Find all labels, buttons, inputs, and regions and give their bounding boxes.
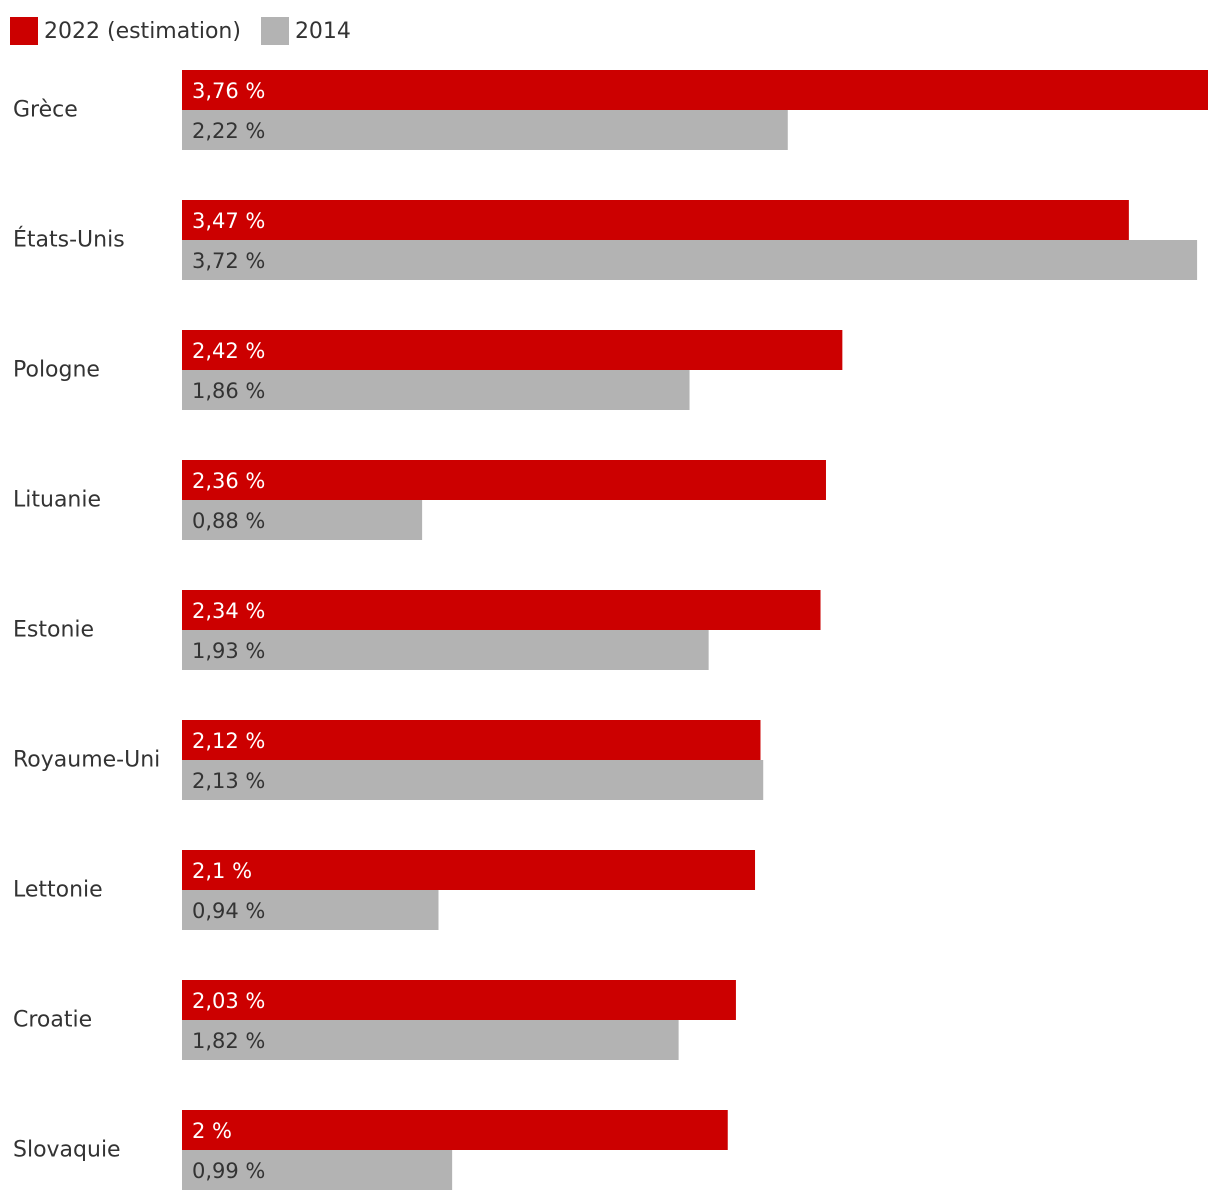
bar-value-label-2022-4: 2,34 % [192, 599, 265, 623]
category-label-3: Lituanie [13, 488, 101, 513]
bar-value-label-2022-0: 3,76 % [192, 79, 265, 103]
category-label-6: Lettonie [13, 878, 103, 903]
bar-value-label-2014-6: 0,94 % [192, 899, 265, 923]
bar-group-7: Croatie 2,03 % 1,82 % [13, 980, 736, 1060]
bar-2014-7 [182, 1020, 679, 1060]
bar-value-label-2022-1: 3,47 % [192, 209, 265, 233]
bar-value-label-2022-7: 2,03 % [192, 989, 265, 1013]
category-label-4: Estonie [13, 618, 94, 643]
bar-value-label-2022-5: 2,12 % [192, 729, 265, 753]
bar-group-4: Estonie 2,34 % 1,93 % [13, 590, 821, 670]
bar-value-label-2014-2: 1,86 % [192, 379, 265, 403]
bar-2022-3 [182, 460, 826, 500]
bar-group-1: États-Unis 3,47 % 3,72 % [13, 200, 1198, 280]
legend-item-2022: 2022 (estimation) [10, 17, 241, 45]
bar-2022-7 [182, 980, 736, 1020]
category-label-8: Slovaquie [13, 1138, 121, 1163]
legend-label-2022: 2022 (estimation) [44, 18, 241, 44]
category-label-5: Royaume-Uni [13, 748, 160, 773]
legend-swatch-2022 [10, 17, 38, 45]
bar-2022-4 [182, 590, 821, 630]
bar-group-5: Royaume-Uni 2,12 % 2,13 % [13, 720, 764, 800]
category-label-0: Grèce [13, 98, 78, 123]
bar-value-label-2014-7: 1,82 % [192, 1029, 265, 1053]
bar-group-8: Slovaquie 2 % 0,99 % [13, 1110, 728, 1190]
bar-value-label-2014-5: 2,13 % [192, 769, 265, 793]
bar-group-0: Grèce 3,76 % 2,22 % [13, 70, 1208, 150]
bar-2014-1 [182, 240, 1198, 280]
bar-value-label-2014-1: 3,72 % [192, 249, 265, 273]
bar-2022-1 [182, 200, 1129, 240]
bar-2022-0 [182, 70, 1208, 110]
bar-2022-2 [182, 330, 843, 370]
bar-group-6: Lettonie 2,1 % 0,94 % [13, 850, 756, 930]
bar-value-label-2022-3: 2,36 % [192, 469, 265, 493]
category-label-1: États-Unis [13, 227, 125, 253]
legend: 2022 (estimation) 2014 [10, 16, 371, 46]
bar-2014-3 [182, 500, 423, 540]
bar-2014-6 [182, 890, 439, 930]
bar-value-label-2014-8: 0,99 % [192, 1159, 265, 1183]
bar-group-2: Pologne 2,42 % 1,86 % [13, 330, 843, 410]
bar-2014-0 [182, 110, 788, 150]
bar-group-3: Lituanie 2,36 % 0,88 % [13, 460, 826, 540]
bar-2014-2 [182, 370, 690, 410]
bar-value-label-2022-2: 2,42 % [192, 339, 265, 363]
category-label-2: Pologne [13, 358, 100, 383]
bar-2022-8 [182, 1110, 728, 1150]
bar-value-label-2022-6: 2,1 % [192, 859, 252, 883]
category-label-7: Croatie [13, 1008, 92, 1033]
bar-value-label-2014-3: 0,88 % [192, 509, 265, 533]
bar-2014-5 [182, 760, 764, 800]
bar-value-label-2022-8: 2 % [192, 1119, 232, 1143]
bar-2014-8 [182, 1150, 453, 1190]
legend-label-2014: 2014 [294, 18, 351, 44]
legend-swatch-2014 [260, 17, 289, 45]
bar-value-label-2014-4: 1,93 % [192, 639, 265, 663]
bar-value-label-2014-0: 2,22 % [192, 119, 265, 143]
legend-item-2014: 2014 [260, 17, 351, 45]
bar-2022-5 [182, 720, 761, 760]
bar-2022-6 [182, 850, 756, 890]
bar-2014-4 [182, 630, 709, 670]
